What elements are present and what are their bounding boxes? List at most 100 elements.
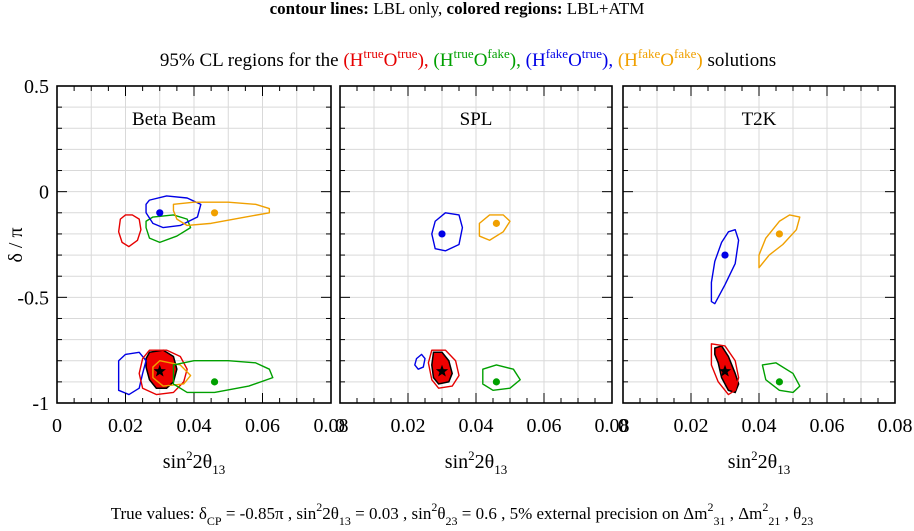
header-suffix: solutions bbox=[703, 50, 776, 71]
header-line-1-part: contour lines: bbox=[270, 0, 374, 18]
footer-part: CP bbox=[207, 514, 222, 528]
best-fit-point-orange bbox=[210, 209, 219, 217]
best-fit-point-green bbox=[775, 378, 784, 386]
y-tick-label: -0.5 bbox=[17, 287, 49, 309]
footer-part: = -0.85π , sin bbox=[222, 504, 317, 523]
footer-part: = 0.03 , sin bbox=[351, 504, 432, 523]
solution-label: ) bbox=[696, 50, 702, 71]
x-tick-label: 0.04 bbox=[742, 415, 777, 437]
solution-label: (H bbox=[526, 50, 546, 71]
solution-h-sup: fake bbox=[546, 46, 569, 61]
solution-h-sup: true bbox=[363, 46, 383, 61]
x-axis-label-sup: 2 bbox=[468, 448, 475, 463]
true-value-star bbox=[718, 364, 732, 377]
best-fit-point-blue bbox=[156, 209, 164, 217]
solution-label: O bbox=[384, 50, 398, 71]
solution-o-sup: true bbox=[582, 46, 602, 61]
contour-red bbox=[427, 349, 460, 389]
panel-title: Beta Beam bbox=[132, 109, 216, 130]
true-value-star bbox=[435, 364, 449, 377]
x-tick-label: 0.08 bbox=[595, 415, 630, 437]
solution-sep: , bbox=[424, 50, 434, 71]
footer-part: 2 bbox=[707, 500, 713, 514]
footer-part: 2 bbox=[762, 500, 768, 514]
x-tick-label: 0.08 bbox=[878, 415, 913, 437]
contour-blue bbox=[145, 195, 202, 229]
contour-red bbox=[117, 214, 142, 248]
solution-label: ) bbox=[602, 50, 608, 71]
x-axis-label-sub: 13 bbox=[494, 462, 507, 477]
x-tick-label: 0.02 bbox=[391, 415, 426, 437]
footer-part: 2θ bbox=[322, 504, 339, 523]
x-axis-label-part: 2θ bbox=[475, 451, 495, 473]
best-fit-point-green bbox=[492, 378, 500, 386]
x-axis-label-part: 2θ bbox=[758, 451, 778, 473]
header-line-1-part: LBL+ATM bbox=[567, 0, 645, 18]
x-axis-label-sub: 13 bbox=[777, 462, 790, 477]
x-axis-label: sin22θ13 bbox=[445, 448, 507, 477]
contour-blue bbox=[117, 351, 147, 396]
x-tick-label: 0.06 bbox=[810, 415, 845, 437]
x-tick-label: 0.04 bbox=[459, 415, 494, 437]
contour-orange bbox=[758, 214, 801, 269]
footer-true-values: True values: δCP = -0.85π , sin22θ13 = 0… bbox=[111, 500, 814, 528]
x-axis-label: sin22θ13 bbox=[728, 448, 790, 477]
best-fit-point-blue bbox=[721, 251, 729, 259]
x-axis-label-part: sin bbox=[163, 451, 186, 473]
y-tick-label: -1 bbox=[32, 393, 49, 415]
panel-0: 0 0.02 0.04 0.06 0.08 sin22θ13 Beta Beam bbox=[52, 85, 349, 477]
header-line-1-part: LBL only, bbox=[373, 0, 446, 18]
x-tick-label: 0.08 bbox=[314, 415, 349, 437]
contour-orange bbox=[152, 360, 192, 387]
solution-sep: , bbox=[608, 50, 618, 71]
x-tick-label: 0 bbox=[335, 415, 345, 437]
solution-label: O bbox=[474, 50, 488, 71]
solution-h-sup: fake bbox=[638, 46, 661, 61]
x-tick-label: 0 bbox=[618, 415, 628, 437]
x-tick-label: 0.04 bbox=[177, 415, 212, 437]
contour-green bbox=[761, 362, 801, 394]
footer-part: 13 bbox=[339, 514, 351, 528]
x-tick-label: 0.06 bbox=[527, 415, 562, 437]
y-tick-label: 0 bbox=[39, 182, 49, 204]
x-axis-label-sup: 2 bbox=[751, 448, 758, 463]
y-tick-label: 0.5 bbox=[24, 76, 49, 98]
header-line-1: contour lines: LBL only, colored regions… bbox=[270, 0, 645, 18]
contour-green bbox=[482, 364, 521, 392]
x-axis-label-part: 2θ bbox=[193, 451, 213, 473]
best-fit-point-orange bbox=[492, 219, 500, 227]
solution-h-sup: true bbox=[453, 46, 473, 61]
x-axis-label-part: sin bbox=[445, 451, 468, 473]
solution-label: ) bbox=[510, 50, 516, 71]
solution-label: (H bbox=[343, 50, 363, 71]
panel-title: SPL bbox=[460, 109, 493, 130]
contour-green bbox=[172, 360, 274, 394]
solution-sep: , bbox=[516, 50, 526, 71]
footer-part: θ bbox=[437, 504, 445, 523]
best-fit-point-blue bbox=[438, 230, 446, 238]
x-tick-label: 0.02 bbox=[108, 415, 143, 437]
header-prefix: 95% CL regions for the bbox=[160, 50, 343, 71]
contour-orange bbox=[172, 201, 271, 227]
x-axis-label-part: sin bbox=[728, 451, 751, 473]
contour-orange bbox=[478, 214, 511, 241]
solution-o-sup: true bbox=[397, 46, 417, 61]
x-tick-label: 0.02 bbox=[674, 415, 709, 437]
x-axis-label: sin22θ13 bbox=[163, 448, 225, 477]
panel-2: 0 0.02 0.04 0.06 0.08 sin22θ13 T2K bbox=[618, 85, 913, 477]
true-value-star bbox=[153, 364, 166, 377]
solution-label: O bbox=[568, 50, 582, 71]
footer-part: True values: δ bbox=[111, 504, 207, 523]
x-axis-label-sub: 13 bbox=[212, 462, 225, 477]
panel-title: T2K bbox=[742, 109, 777, 130]
solution-label: O bbox=[660, 50, 674, 71]
solution-label: (H bbox=[618, 50, 638, 71]
solution-o-sup: fake bbox=[487, 46, 510, 61]
footer-part: 31 bbox=[713, 514, 725, 528]
y-axis-label: δ / π bbox=[5, 227, 27, 262]
x-tick-label: 0.06 bbox=[245, 415, 280, 437]
contour-red bbox=[710, 343, 740, 396]
contour-green bbox=[145, 214, 192, 244]
solution-label: (H bbox=[433, 50, 453, 71]
